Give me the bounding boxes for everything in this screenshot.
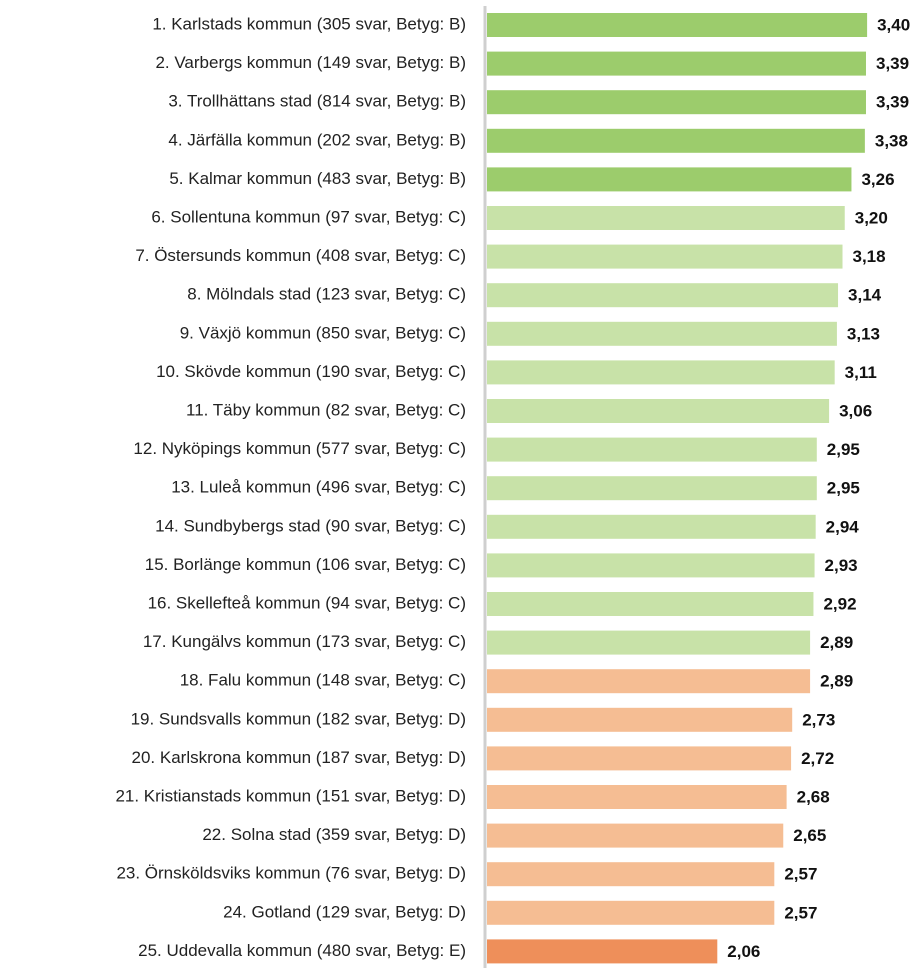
value-label: 3,39 (876, 54, 909, 73)
value-label: 2,89 (820, 633, 853, 652)
category-label: 23. Örnsköldsviks kommun (76 svar, Betyg… (116, 864, 466, 883)
category-label: 6. Sollentuna kommun (97 svar, Betyg: C) (151, 207, 466, 226)
value-label: 2,94 (826, 517, 860, 536)
category-label: 2. Varbergs kommun (149 svar, Betyg: B) (155, 53, 466, 72)
category-label: 14. Sundbybergs stad (90 svar, Betyg: C) (155, 516, 466, 535)
bar (487, 746, 792, 771)
bar (487, 514, 816, 539)
bar (487, 862, 775, 887)
value-label: 2,06 (727, 942, 760, 961)
category-label: 20. Karlskrona kommun (187 svar, Betyg: … (132, 748, 466, 767)
value-label: 3,20 (855, 208, 888, 227)
category-label: 16. Skellefteå kommun (94 svar, Betyg: C… (148, 593, 466, 612)
bar (487, 399, 830, 423)
bar (487, 669, 811, 694)
bar (487, 167, 852, 192)
value-label: 3,06 (839, 401, 872, 420)
bar (487, 592, 814, 616)
value-label: 3,18 (853, 247, 886, 266)
bar (487, 900, 775, 925)
category-label: 21. Kristianstads kommun (151 svar, Bety… (115, 786, 466, 805)
value-label: 3,38 (875, 131, 908, 150)
value-label: 2,72 (801, 749, 834, 768)
value-label: 3,40 (877, 15, 910, 34)
bar (487, 13, 868, 37)
bar (487, 553, 815, 578)
bar (487, 90, 866, 115)
category-label: 3. Trollhättans stad (814 svar, Betyg: B… (168, 92, 466, 111)
bar (487, 707, 793, 732)
value-label: 3,39 (876, 93, 909, 112)
category-label: 10. Skövde kommun (190 svar, Betyg: C) (156, 362, 466, 381)
category-label: 4. Järfälla kommun (202 svar, Betyg: B) (168, 130, 466, 149)
bar (487, 785, 787, 809)
category-label: 22. Solna stad (359 svar, Betyg: D) (202, 825, 466, 844)
bar (487, 244, 843, 269)
bar (487, 321, 837, 346)
value-label: 2,93 (825, 556, 858, 575)
category-label: 13. Luleå kommun (496 svar, Betyg: C) (171, 478, 466, 497)
value-label: 2,89 (820, 672, 853, 691)
category-label: 12. Nyköpings kommun (577 svar, Betyg: C… (133, 439, 466, 458)
category-label: 18. Falu kommun (148 svar, Betyg: C) (180, 671, 466, 690)
value-label: 3,13 (847, 324, 880, 343)
bar (487, 360, 835, 385)
category-label: 9. Växjö kommun (850 svar, Betyg: C) (180, 323, 466, 342)
category-label: 15. Borlänge kommun (106 svar, Betyg: C) (145, 555, 466, 574)
bar (487, 437, 817, 462)
value-label: 2,57 (784, 865, 817, 884)
bar (487, 630, 811, 655)
value-label: 2,57 (784, 903, 817, 922)
bar (487, 51, 866, 76)
value-label: 3,26 (861, 170, 894, 189)
category-label: 1. Karlstads kommun (305 svar, Betyg: B) (152, 14, 466, 33)
bar (487, 476, 817, 501)
category-label: 19. Sundsvalls kommun (182 svar, Betyg: … (131, 709, 466, 728)
bar (487, 823, 784, 848)
value-label: 2,92 (823, 594, 856, 613)
category-label: 17. Kungälvs kommun (173 svar, Betyg: C) (143, 632, 466, 651)
bar (487, 206, 845, 230)
value-label: 2,95 (827, 479, 860, 498)
value-label: 2,73 (802, 710, 835, 729)
value-label: 3,14 (848, 286, 882, 305)
value-label: 3,11 (845, 363, 877, 382)
value-label: 2,65 (793, 826, 826, 845)
value-label: 2,68 (797, 787, 830, 806)
category-label: 24. Gotland (129 svar, Betyg: D) (223, 902, 466, 921)
bar (487, 283, 839, 308)
bar (487, 128, 865, 153)
category-label: 11. Täby kommun (82 svar, Betyg: C) (186, 400, 466, 419)
category-label: 5. Kalmar kommun (483 svar, Betyg: B) (169, 169, 466, 188)
category-label: 25. Uddevalla kommun (480 svar, Betyg: E… (138, 941, 466, 960)
value-label: 2,95 (827, 440, 860, 459)
category-label: 7. Östersunds kommun (408 svar, Betyg: C… (135, 246, 466, 265)
bar (487, 939, 718, 964)
category-label: 8. Mölndals stad (123 svar, Betyg: C) (187, 285, 466, 304)
